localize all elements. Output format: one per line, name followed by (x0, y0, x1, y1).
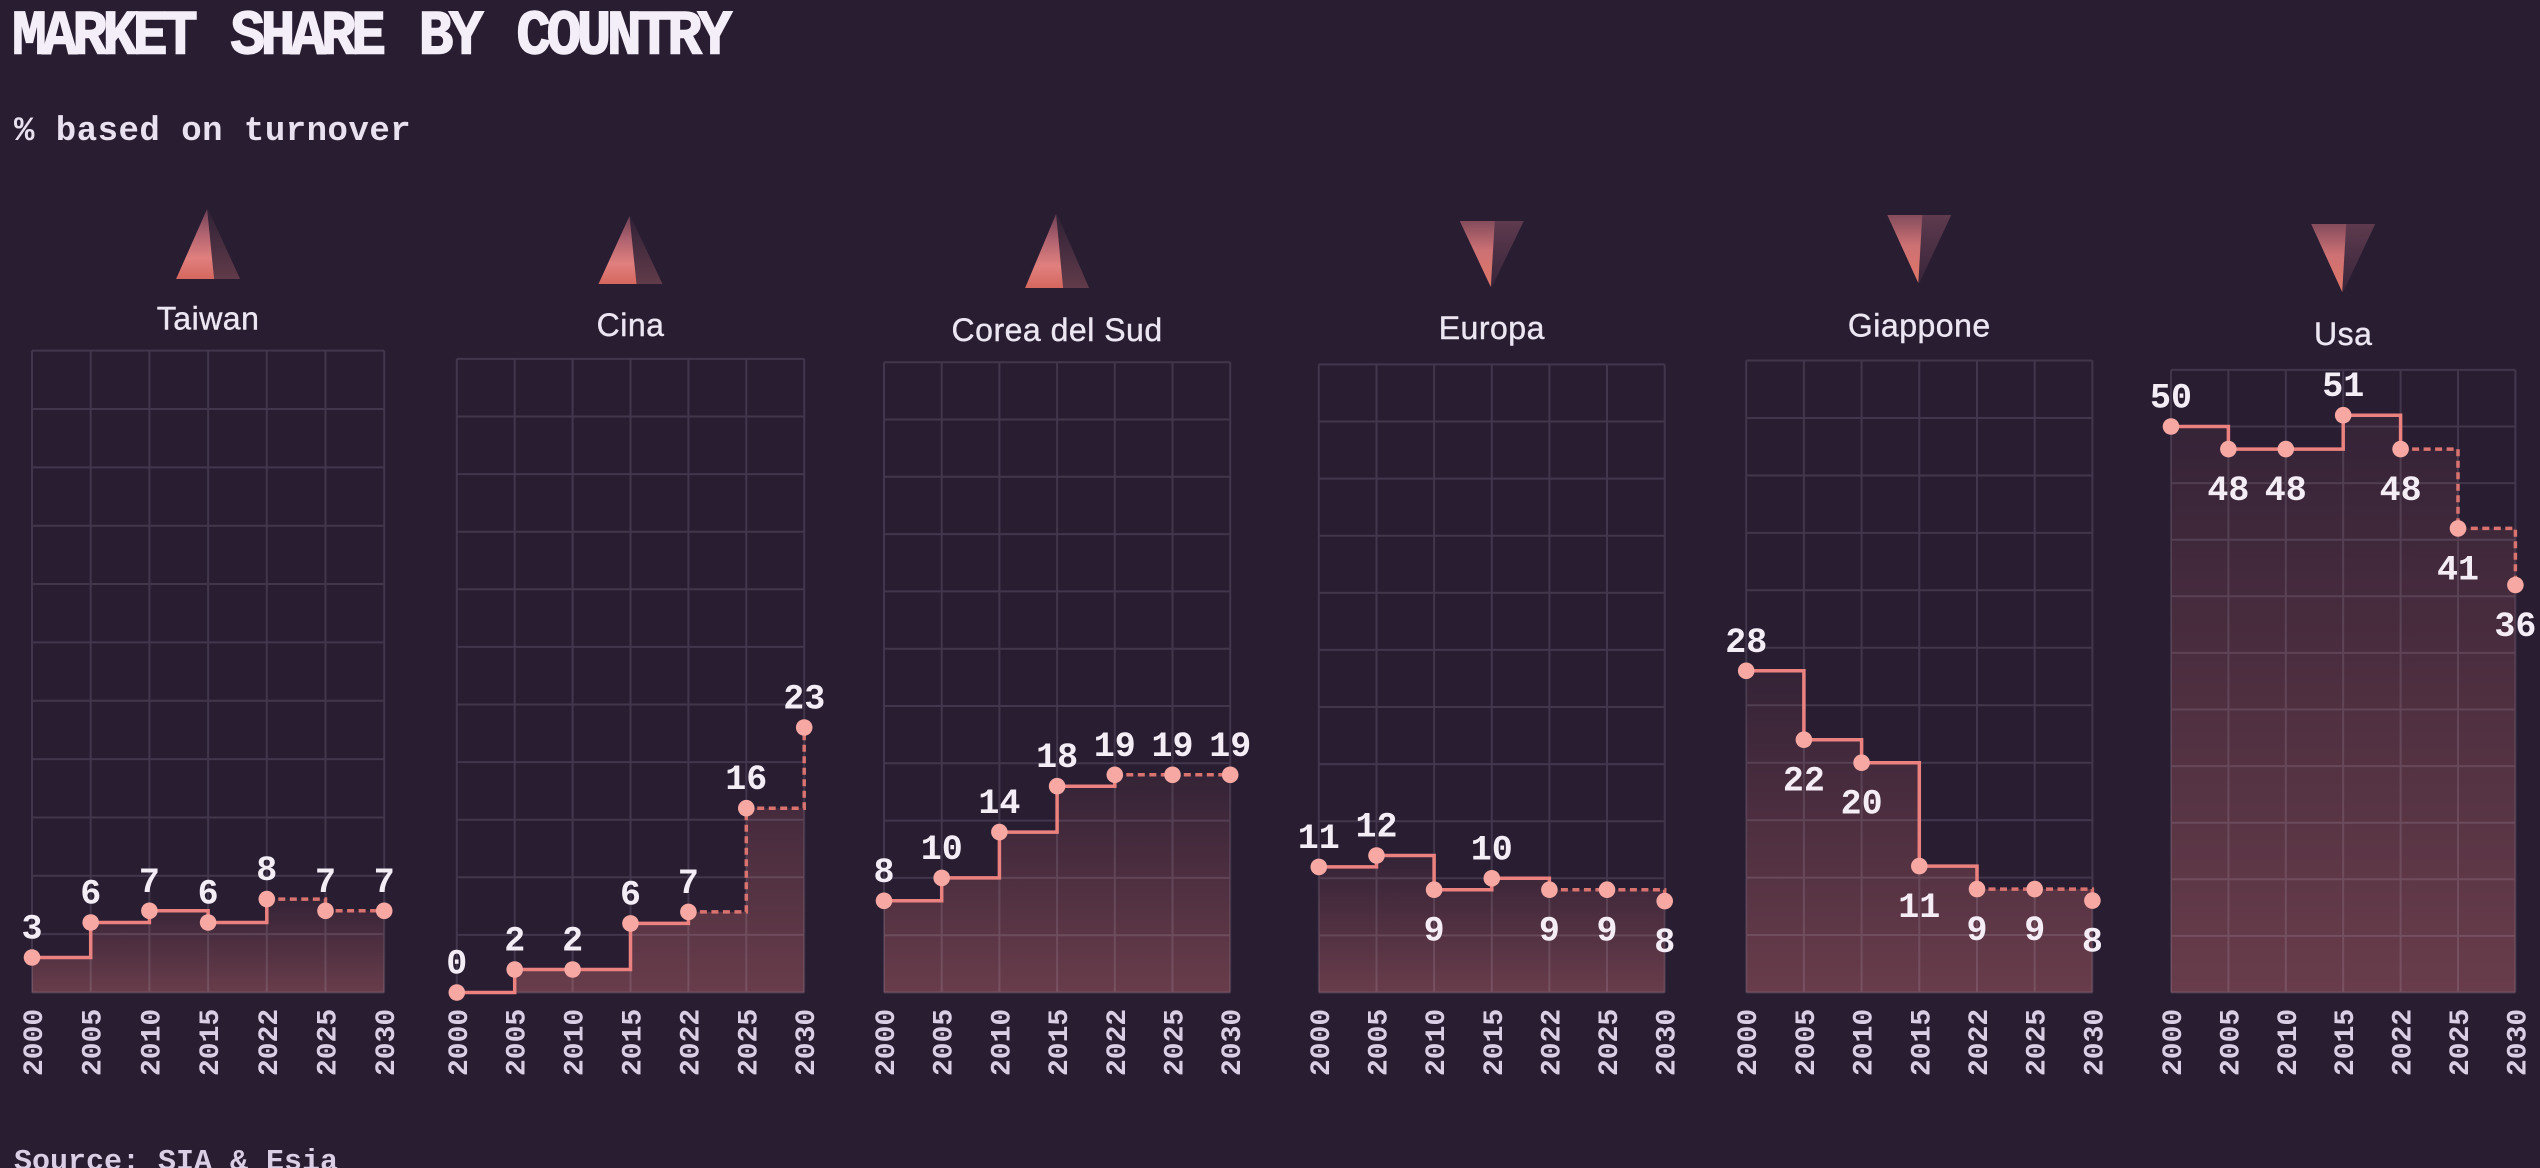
svg-text:2022: 2022 (1103, 1009, 1134, 1076)
svg-text:2030: 2030 (1653, 1009, 1684, 1076)
svg-text:36: 36 (2494, 607, 2536, 647)
svg-text:2005: 2005 (2216, 1009, 2247, 1076)
svg-text:2025: 2025 (2446, 1009, 2477, 1076)
svg-text:50: 50 (2150, 379, 2192, 419)
svg-text:2022: 2022 (1537, 1009, 1568, 1076)
svg-text:2: 2 (562, 922, 583, 962)
svg-text:2: 2 (504, 922, 525, 962)
svg-text:2025: 2025 (314, 1009, 345, 1076)
svg-text:20: 20 (1841, 785, 1883, 825)
svg-text:22: 22 (1783, 762, 1825, 802)
svg-text:2030: 2030 (2503, 1009, 2534, 1076)
svg-text:Europa: Europa (1439, 310, 1545, 346)
svg-text:Corea del Sud: Corea del Sud (952, 312, 1163, 348)
svg-text:9: 9 (1966, 911, 1987, 951)
svg-text:2005: 2005 (503, 1009, 534, 1076)
svg-text:9: 9 (1539, 912, 1560, 952)
svg-text:51: 51 (2322, 367, 2364, 407)
svg-text:6: 6 (198, 875, 219, 915)
svg-text:11: 11 (1298, 819, 1340, 859)
svg-text:2010: 2010 (2274, 1009, 2305, 1076)
svg-text:2025: 2025 (2023, 1009, 2054, 1076)
svg-text:2022: 2022 (1965, 1009, 1996, 1076)
svg-text:2000: 2000 (445, 1009, 476, 1076)
svg-text:23: 23 (783, 680, 825, 720)
svg-text:2015: 2015 (196, 1009, 227, 1076)
svg-text:6: 6 (620, 875, 641, 915)
svg-text:2022: 2022 (255, 1009, 286, 1076)
svg-text:2010: 2010 (1850, 1009, 1881, 1076)
svg-text:2030: 2030 (1218, 1009, 1249, 1076)
svg-text:2010: 2010 (987, 1009, 1018, 1076)
svg-text:10: 10 (1471, 830, 1513, 870)
svg-text:2030: 2030 (2080, 1009, 2111, 1076)
svg-text:8: 8 (1654, 923, 1675, 963)
svg-text:2010: 2010 (561, 1009, 592, 1076)
svg-text:2000: 2000 (1307, 1009, 1338, 1076)
svg-text:19: 19 (1094, 727, 1136, 767)
svg-text:9: 9 (1424, 912, 1445, 952)
svg-text:8: 8 (256, 851, 277, 891)
svg-text:8: 8 (873, 853, 894, 893)
svg-text:2000: 2000 (2159, 1009, 2190, 1076)
svg-text:7: 7 (374, 863, 395, 903)
svg-text:19: 19 (1151, 727, 1193, 767)
svg-text:9: 9 (1596, 912, 1617, 952)
svg-text:Usa: Usa (2314, 316, 2372, 352)
svg-text:48: 48 (2265, 471, 2307, 511)
svg-text:2000: 2000 (20, 1009, 51, 1076)
svg-text:6: 6 (80, 875, 101, 915)
svg-text:2015: 2015 (2331, 1009, 2362, 1076)
svg-text:2025: 2025 (1595, 1009, 1626, 1076)
svg-text:2025: 2025 (734, 1009, 765, 1076)
svg-text:14: 14 (978, 784, 1020, 824)
svg-text:MARKET SHARE BY COUNTRY: MARKET SHARE BY COUNTRY (12, 3, 733, 74)
svg-text:16: 16 (725, 760, 767, 800)
svg-text:2022: 2022 (676, 1009, 707, 1076)
svg-text:19: 19 (1209, 727, 1251, 767)
svg-text:% based on turnover: % based on turnover (14, 113, 411, 151)
svg-text:2005: 2005 (930, 1009, 961, 1076)
svg-text:2015: 2015 (1480, 1009, 1511, 1076)
svg-text:48: 48 (2207, 471, 2249, 511)
svg-text:12: 12 (1355, 808, 1397, 848)
svg-text:2030: 2030 (792, 1009, 823, 1076)
svg-text:11: 11 (1898, 888, 1940, 928)
svg-text:8: 8 (2082, 923, 2103, 963)
svg-text:0: 0 (446, 945, 467, 985)
svg-text:28: 28 (1725, 623, 1767, 663)
svg-text:48: 48 (2380, 471, 2422, 511)
svg-text:Cina: Cina (597, 307, 665, 343)
svg-text:41: 41 (2437, 550, 2479, 590)
svg-text:7: 7 (139, 863, 160, 903)
svg-text:2005: 2005 (1792, 1009, 1823, 1076)
svg-text:2015: 2015 (1045, 1009, 1076, 1076)
svg-text:Source: SIA & Esia: Source: SIA & Esia (14, 1146, 338, 1168)
svg-text:2000: 2000 (872, 1009, 903, 1076)
svg-text:2000: 2000 (1734, 1009, 1765, 1076)
svg-text:Giappone: Giappone (1848, 308, 1991, 344)
svg-text:2010: 2010 (1422, 1009, 1453, 1076)
svg-text:2015: 2015 (1907, 1009, 1938, 1076)
svg-text:2010: 2010 (137, 1009, 168, 1076)
svg-text:7: 7 (678, 864, 699, 904)
svg-text:2025: 2025 (1161, 1009, 1192, 1076)
svg-text:9: 9 (2024, 911, 2045, 951)
svg-text:3: 3 (21, 910, 42, 950)
svg-text:2015: 2015 (619, 1009, 650, 1076)
svg-text:2030: 2030 (372, 1009, 403, 1076)
svg-text:18: 18 (1036, 738, 1078, 778)
svg-text:2005: 2005 (79, 1009, 110, 1076)
svg-text:7: 7 (315, 863, 336, 903)
svg-text:10: 10 (921, 830, 963, 870)
svg-text:2005: 2005 (1365, 1009, 1396, 1076)
svg-text:Taiwan: Taiwan (157, 301, 260, 337)
svg-text:2022: 2022 (2389, 1009, 2420, 1076)
